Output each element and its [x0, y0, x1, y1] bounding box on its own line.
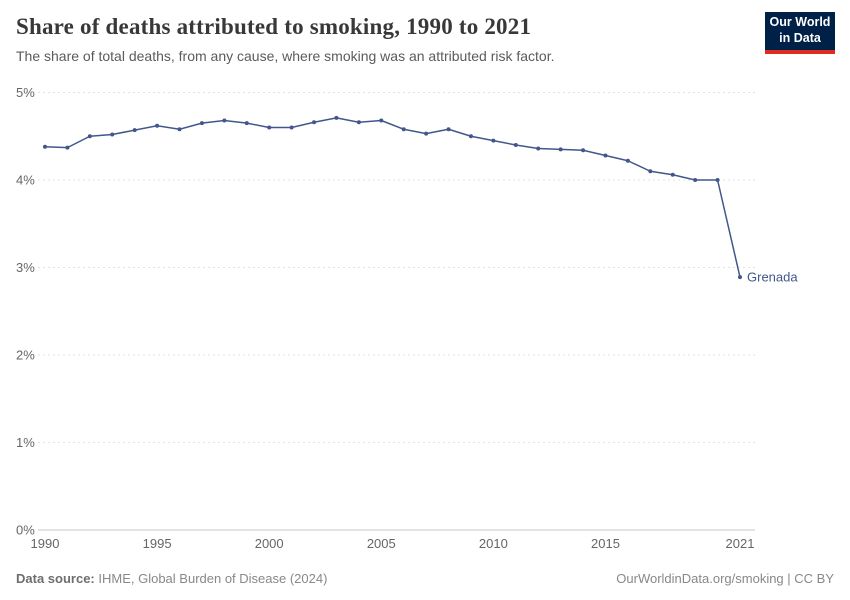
- data-point[interactable]: [491, 138, 496, 143]
- x-tick-label: 2000: [255, 536, 284, 551]
- data-point[interactable]: [334, 115, 339, 120]
- page-title: Share of deaths attributed to smoking, 1…: [16, 14, 532, 39]
- chart-header: Share of deaths attributed to smoking, 1…: [16, 14, 750, 64]
- y-tick-label: 3%: [16, 260, 35, 275]
- page-subtitle: The share of total deaths, from any caus…: [16, 48, 555, 64]
- data-point[interactable]: [670, 172, 675, 177]
- data-point[interactable]: [581, 148, 586, 153]
- y-tick-label: 0%: [16, 523, 35, 538]
- data-point[interactable]: [222, 118, 227, 123]
- data-point[interactable]: [715, 178, 720, 182]
- data-point[interactable]: [446, 127, 451, 132]
- data-source-label: Data source:: [16, 571, 95, 586]
- x-tick-label: 2010: [479, 536, 508, 551]
- series-line: [44, 117, 741, 278]
- data-source[interactable]: Data source: IHME, Global Burden of Dise…: [16, 571, 327, 586]
- data-point[interactable]: [199, 121, 204, 126]
- data-point[interactable]: [289, 125, 294, 130]
- y-tick-label: 2%: [16, 348, 35, 363]
- data-point[interactable]: [43, 144, 47, 149]
- data-point[interactable]: [603, 153, 608, 158]
- x-tick-label: 1990: [31, 536, 60, 551]
- x-tick-label: 2015: [591, 536, 620, 551]
- data-point[interactable]: [132, 128, 137, 133]
- y-tick-label: 4%: [16, 173, 35, 188]
- data-point[interactable]: [513, 143, 518, 147]
- owid-logo[interactable]: Our World in Data: [765, 12, 835, 54]
- data-point[interactable]: [177, 127, 182, 132]
- data-point[interactable]: [648, 169, 653, 174]
- data-point[interactable]: [312, 120, 317, 125]
- x-tick-label: 2005: [367, 536, 396, 551]
- data-point[interactable]: [267, 125, 272, 130]
- data-point[interactable]: [424, 131, 429, 136]
- y-tick-label: 5%: [16, 85, 35, 100]
- series-end-label[interactable]: Grenada: [747, 270, 798, 285]
- data-point[interactable]: [155, 123, 160, 128]
- chart-footer: Data source: IHME, Global Burden of Dise…: [16, 571, 834, 586]
- data-point[interactable]: [401, 127, 406, 132]
- data-point[interactable]: [693, 178, 698, 182]
- data-point[interactable]: [536, 146, 541, 151]
- y-tick-label: 1%: [16, 435, 35, 450]
- data-point[interactable]: [65, 145, 70, 150]
- data-point[interactable]: [468, 134, 473, 139]
- data-point[interactable]: [356, 120, 361, 125]
- data-point[interactable]: [110, 132, 115, 137]
- owid-logo-line2: in Data: [779, 31, 821, 45]
- data-source-text: IHME, Global Burden of Disease (2024): [98, 571, 328, 586]
- x-tick-label: 1995: [143, 536, 172, 551]
- data-point[interactable]: [244, 121, 249, 126]
- data-point[interactable]: [87, 134, 92, 139]
- data-point[interactable]: [558, 147, 563, 152]
- data-point[interactable]: [625, 158, 630, 163]
- data-point[interactable]: [738, 275, 742, 280]
- data-point[interactable]: [379, 118, 384, 123]
- x-tick-label: 2021: [726, 536, 755, 551]
- owid-logo-line1: Our World: [769, 15, 831, 30]
- owid-link[interactable]: OurWorldinData.org/smoking | CC BY: [616, 571, 834, 586]
